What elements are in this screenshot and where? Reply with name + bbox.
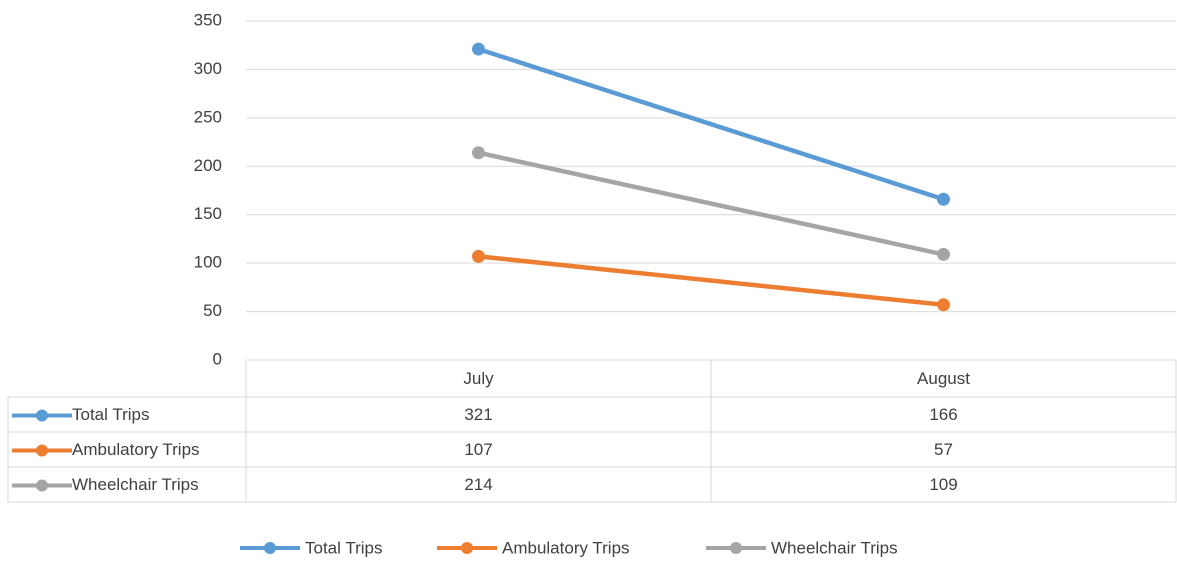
- legend-key-marker: [36, 409, 48, 422]
- data-point: [937, 298, 950, 312]
- y-tick-label: 250: [194, 107, 222, 126]
- y-tick-label: 300: [194, 59, 222, 78]
- legend-key-marker: [461, 542, 473, 554]
- series-line: [476, 150, 946, 257]
- legend-key-marker: [36, 479, 48, 492]
- table-cell: 321: [464, 405, 492, 424]
- table-cell: 107: [464, 440, 492, 459]
- data-point: [472, 146, 485, 160]
- table-row-label: Wheelchair Trips: [72, 475, 199, 494]
- legend-key-marker: [264, 542, 276, 554]
- data-point: [472, 249, 485, 263]
- data-point: [937, 192, 950, 206]
- y-tick-label: 100: [194, 253, 222, 272]
- y-tick-label: 0: [213, 349, 222, 368]
- x-tick-label: August: [917, 369, 970, 388]
- legend-key-marker: [36, 444, 48, 457]
- table-row-label: Ambulatory Trips: [72, 440, 200, 459]
- y-tick-label: 350: [194, 10, 222, 29]
- table-cell: 57: [934, 440, 953, 459]
- y-tick-label: 50: [203, 301, 222, 320]
- table-row-label: Total Trips: [72, 405, 149, 424]
- series-line: [476, 46, 946, 202]
- table-cell: 109: [929, 475, 957, 494]
- legend-label: Ambulatory Trips: [502, 538, 630, 557]
- legend-label: Wheelchair Trips: [771, 538, 898, 557]
- legend-key-marker: [730, 542, 742, 554]
- data-point: [472, 42, 485, 56]
- y-tick-label: 200: [194, 156, 222, 175]
- series-line: [476, 254, 946, 308]
- x-tick-label: July: [463, 369, 494, 388]
- data-point: [937, 247, 950, 261]
- legend-label: Total Trips: [305, 538, 382, 557]
- y-tick-label: 150: [194, 204, 222, 223]
- table-cell: 214: [464, 475, 492, 494]
- table-cell: 166: [929, 405, 957, 424]
